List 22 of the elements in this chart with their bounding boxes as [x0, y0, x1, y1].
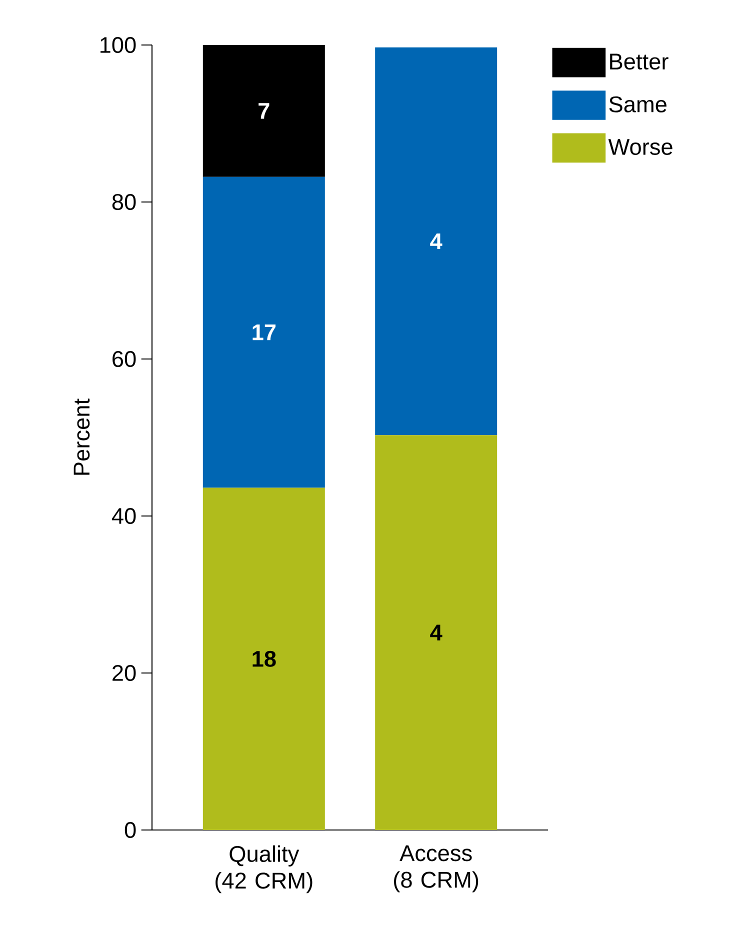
annotation: 7 [258, 103, 270, 119]
y-tick-label: 80 [112, 194, 136, 210]
y-tick-label: 20 [112, 664, 136, 682]
x-tick-label: Quality (42 CRM) [216, 845, 312, 894]
y-tick-label: 40 [112, 508, 136, 524]
legend-label: Worse [608, 139, 672, 155]
bar [202, 176, 325, 488]
bar [202, 488, 325, 830]
y-tick-label: 60 [112, 350, 136, 368]
x-tick-label: Access (8 CRM) [394, 845, 478, 892]
bar [375, 435, 498, 830]
y-tick-label: 0 [124, 822, 136, 838]
annotation: 4 [430, 624, 442, 640]
annotation: 4 [430, 233, 442, 250]
annotation: 18 [252, 650, 276, 667]
bar [375, 47, 498, 436]
y-axis-title: Percent [74, 398, 90, 475]
y-tick-label: 100 [100, 36, 136, 54]
bar [202, 45, 325, 177]
legend-label: Better [610, 54, 668, 70]
legend-label: Same [609, 96, 666, 112]
annotation: 17 [252, 324, 276, 340]
